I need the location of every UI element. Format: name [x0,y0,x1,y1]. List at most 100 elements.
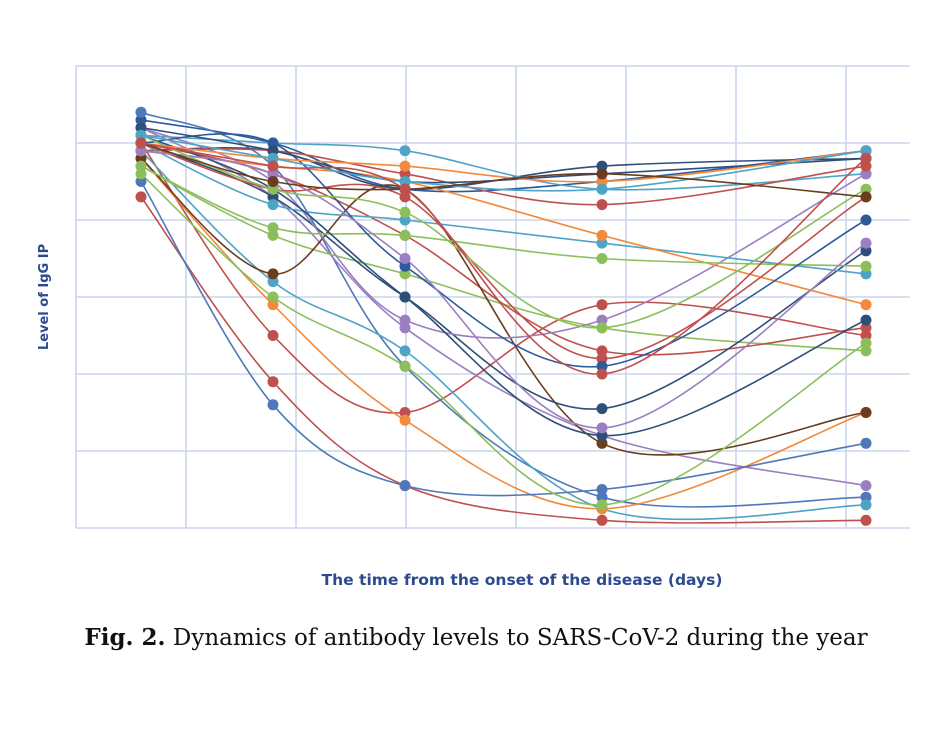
data-point-s6-p3 [399,414,411,426]
data-point-s23-p3 [399,260,411,272]
series-line-11 [140,142,867,356]
data-point-s30-p1 [135,137,147,149]
y-axis-label: Level of IgG IP [37,244,52,350]
data-point-s13-p2 [267,399,279,411]
series-line-20 [140,165,867,267]
data-point-s17-p4 [596,199,608,211]
data-point-s26-p2 [267,145,279,157]
data-point-s8-p2 [267,376,279,388]
data-point-s17-p3 [399,168,411,180]
data-point-s25-p5 [860,183,872,195]
data-point-s23-p2 [267,137,279,149]
data-point-s29-p5 [860,191,872,203]
data-point-s24-p2 [267,168,279,180]
data-point-s18-p3 [399,214,411,226]
series-line-4 [140,126,867,487]
data-point-s27-p3 [399,160,411,172]
data-point-s23-p4 [596,360,608,372]
data-point-s15-p5 [860,245,872,257]
x-axis-label: The time from the onset of the disease (… [322,571,723,589]
series-line-21 [140,134,867,437]
data-point-s22-p3 [399,191,411,203]
data-point-s2-p4 [596,299,608,311]
data-point-s8-p5 [860,514,872,526]
data-point-s8-p4 [596,514,608,526]
data-point-s12-p1 [135,152,147,164]
data-point-s5-p2 [267,276,279,288]
data-point-s28-p3 [399,176,411,187]
data-point-s15-p4 [596,403,608,415]
data-point-s17-p5 [860,160,872,172]
data-point-s29-p4 [596,168,608,180]
series-line-25 [140,134,867,329]
data-point-s30-p4 [596,368,608,380]
chart: The time from the onset of the disease (… [37,65,910,589]
data-point-s7-p5 [860,345,872,357]
data-point-s12-p4 [596,437,608,449]
data-point-s12-p2 [267,268,279,280]
data-point-s11-p5 [860,322,872,334]
data-point-s18-p5 [860,268,872,280]
data-point-s30-p3 [399,183,411,195]
figure-caption-label: Fig. 2. [84,624,166,651]
data-point-s14-p3 [399,360,411,372]
data-point-s20-p1 [135,160,147,172]
data-point-s13-p4 [596,484,608,495]
data-point-s21-p4 [596,430,608,442]
data-point-s28-p1 [135,129,147,141]
data-point-s20-p2 [267,222,279,234]
data-point-s29-p2 [267,176,279,187]
data-point-s3-p4 [596,491,608,503]
data-point-s13-p5 [860,437,872,449]
data-point-s3-p1 [135,106,147,118]
data-point-s12-p5 [860,407,872,418]
data-point-s16-p4 [596,314,608,326]
data-point-s15-p2 [267,191,279,203]
series-line-29 [140,142,867,198]
series-line-7 [140,165,867,352]
data-point-s24-p5 [860,237,872,249]
data-point-s23-p5 [860,214,872,226]
data-point-s24-p4 [596,422,608,434]
data-point-s14-p1 [135,168,147,180]
data-point-s25-p4 [596,322,608,334]
series-line-30 [140,142,867,375]
series-lines [140,111,867,524]
series-line-3 [140,111,867,508]
data-point-s16-p3 [399,314,411,326]
series-line-19 [140,149,867,306]
data-point-s30-p5 [860,152,872,164]
data-point-s20-p3 [399,229,411,241]
data-point-s14-p2 [267,291,279,303]
data-point-s4-p3 [399,322,411,334]
data-point-s2-p5 [860,330,872,341]
data-point-s20-p4 [596,253,608,264]
data-point-s7-p3 [399,268,411,280]
series-line-8 [140,196,867,524]
data-point-s13-p1 [135,176,147,187]
series-line-14 [140,173,867,506]
data-point-s13-p3 [399,480,411,492]
series-line-9 [140,147,867,191]
series-line-6 [140,157,867,510]
series-line-5 [140,150,867,521]
data-point-s18-p4 [596,237,608,249]
data-point-s24-p1 [135,145,147,157]
data-point-s5-p5 [860,499,872,511]
data-point-s2-p2 [267,330,279,341]
series-line-26 [140,126,867,184]
data-point-s28-p5 [860,145,872,157]
data-point-s8-p1 [135,191,147,203]
series-points [135,106,872,526]
data-point-s1-p1 [135,114,147,126]
data-point-s9-p4 [596,160,608,172]
series-line-24 [140,149,867,429]
data-point-s16-p5 [860,168,872,180]
data-point-s2-p3 [399,407,411,418]
data-point-s19-p5 [860,299,872,311]
data-point-s25-p2 [267,183,279,195]
data-point-s25-p3 [399,206,411,218]
series-line-15 [140,142,867,410]
data-point-s18-p2 [267,199,279,211]
data-point-s4-p5 [860,480,872,492]
